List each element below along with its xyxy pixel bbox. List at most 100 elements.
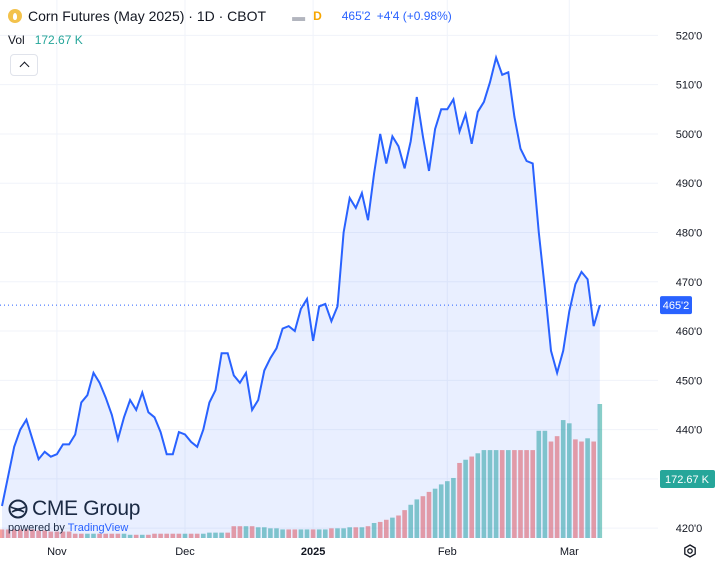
volume-bar bbox=[158, 533, 163, 538]
collapse-legend-button[interactable] bbox=[10, 54, 38, 76]
volume-bar bbox=[499, 450, 505, 538]
volume-bar bbox=[255, 527, 261, 538]
volume-bar bbox=[127, 534, 133, 538]
volume-bar bbox=[97, 533, 102, 538]
volume-bar bbox=[597, 404, 603, 538]
chevron-up-icon bbox=[19, 61, 29, 72]
volume-bar bbox=[518, 450, 523, 538]
volume-tag bbox=[660, 470, 715, 488]
volume-bar bbox=[231, 526, 237, 538]
volume-bar bbox=[365, 526, 371, 538]
x-tick-label: Nov bbox=[47, 546, 67, 558]
volume-bar bbox=[475, 453, 481, 538]
volume-bar bbox=[48, 531, 54, 538]
volume-bar bbox=[554, 436, 560, 538]
powered-by-label: powered by bbox=[8, 522, 68, 534]
volume-bar bbox=[60, 531, 66, 538]
x-tick-label: Dec bbox=[175, 546, 195, 558]
volume-bar bbox=[268, 528, 273, 538]
volume-bar bbox=[323, 529, 328, 538]
volume-bar bbox=[18, 529, 23, 538]
volume-bar bbox=[316, 529, 322, 538]
tradingview-brand: TradingView bbox=[67, 522, 129, 534]
volume-bar bbox=[42, 530, 47, 538]
y-tick-label: 470'0 bbox=[676, 277, 703, 289]
volume-bar bbox=[530, 450, 535, 538]
settings-icon[interactable] bbox=[683, 544, 697, 558]
corn-symbol-icon bbox=[8, 9, 22, 23]
volume-bar bbox=[176, 533, 182, 538]
volume-bar bbox=[432, 488, 438, 538]
x-tick-label: Feb bbox=[438, 546, 457, 558]
volume-legend: Vol 172.67 K bbox=[8, 33, 83, 47]
volume-bar bbox=[109, 533, 115, 538]
y-tick-label: 420'0 bbox=[676, 523, 703, 535]
volume-bar bbox=[274, 528, 279, 538]
volume-bar bbox=[408, 504, 413, 538]
volume-bar bbox=[591, 441, 596, 538]
y-tick-label: 510'0 bbox=[676, 80, 703, 92]
volume-bar bbox=[207, 532, 212, 538]
volume-bar bbox=[30, 529, 35, 538]
price-area-fill bbox=[2, 57, 600, 538]
y-tick-label: 480'0 bbox=[676, 227, 703, 239]
volume-bar bbox=[426, 491, 432, 538]
volume-bar bbox=[524, 450, 529, 538]
volume-bar bbox=[457, 462, 462, 538]
volume-bar bbox=[542, 430, 548, 538]
volume-bar bbox=[438, 484, 444, 538]
cme-logo: CME Group powered by TradingView bbox=[8, 497, 140, 534]
volume-bar bbox=[72, 533, 78, 538]
volume-bar bbox=[121, 533, 127, 538]
volume-label: Vol bbox=[8, 33, 25, 47]
volume-bar bbox=[445, 481, 450, 538]
volume-bar bbox=[243, 526, 249, 538]
powered-by-text: powered by TradingView bbox=[8, 522, 140, 534]
volume-bar bbox=[414, 499, 420, 538]
volume-bar bbox=[213, 532, 218, 538]
volume-bar bbox=[512, 450, 517, 538]
volume-value: 172.67 K bbox=[34, 33, 83, 47]
volume-bar bbox=[11, 529, 17, 538]
y-tick-label: 460'0 bbox=[676, 326, 703, 338]
volume-bar bbox=[5, 529, 11, 538]
volume-bar bbox=[201, 533, 206, 538]
volume-bar bbox=[493, 450, 499, 538]
volume-bar bbox=[371, 522, 377, 538]
chart-legend-header: Corn Futures (May 2025) · 1D · CBOT ▬ D … bbox=[8, 8, 452, 24]
cme-globe-icon bbox=[8, 499, 28, 519]
volume-bar bbox=[146, 534, 151, 538]
volume-bar bbox=[286, 529, 291, 538]
symbol-title[interactable]: Corn Futures (May 2025) · 1D · CBOT bbox=[28, 8, 267, 24]
minus-icon: ▬ bbox=[292, 8, 306, 24]
volume-bar bbox=[347, 527, 352, 538]
volume-bar bbox=[170, 533, 176, 538]
volume-bar bbox=[188, 533, 194, 538]
volume-bar bbox=[567, 423, 572, 538]
volume-bar bbox=[79, 533, 84, 538]
volume-bar bbox=[298, 529, 304, 538]
volume-bar bbox=[85, 533, 90, 538]
volume-bar bbox=[0, 529, 5, 538]
volume-bar bbox=[353, 527, 359, 538]
y-tick-label: 490'0 bbox=[676, 178, 703, 190]
volume-tag-label: 172.67 K bbox=[665, 474, 710, 486]
volume-bar bbox=[573, 439, 578, 538]
volume-bar bbox=[54, 531, 60, 538]
volume-bar bbox=[506, 450, 511, 538]
volume-bar bbox=[390, 517, 395, 538]
volume-bar bbox=[225, 532, 230, 538]
volume-bar bbox=[280, 529, 285, 538]
volume-bar bbox=[103, 533, 108, 538]
volume-bar bbox=[384, 519, 389, 538]
volume-bar bbox=[310, 529, 316, 538]
last-price-value: 465'2 bbox=[341, 9, 371, 23]
volume-bar bbox=[335, 528, 340, 538]
volume-bar bbox=[237, 526, 243, 538]
volume-bar bbox=[91, 533, 96, 538]
volume-bar bbox=[396, 515, 401, 538]
y-tick-label: 500'0 bbox=[676, 129, 703, 141]
volume-bar bbox=[341, 528, 346, 538]
